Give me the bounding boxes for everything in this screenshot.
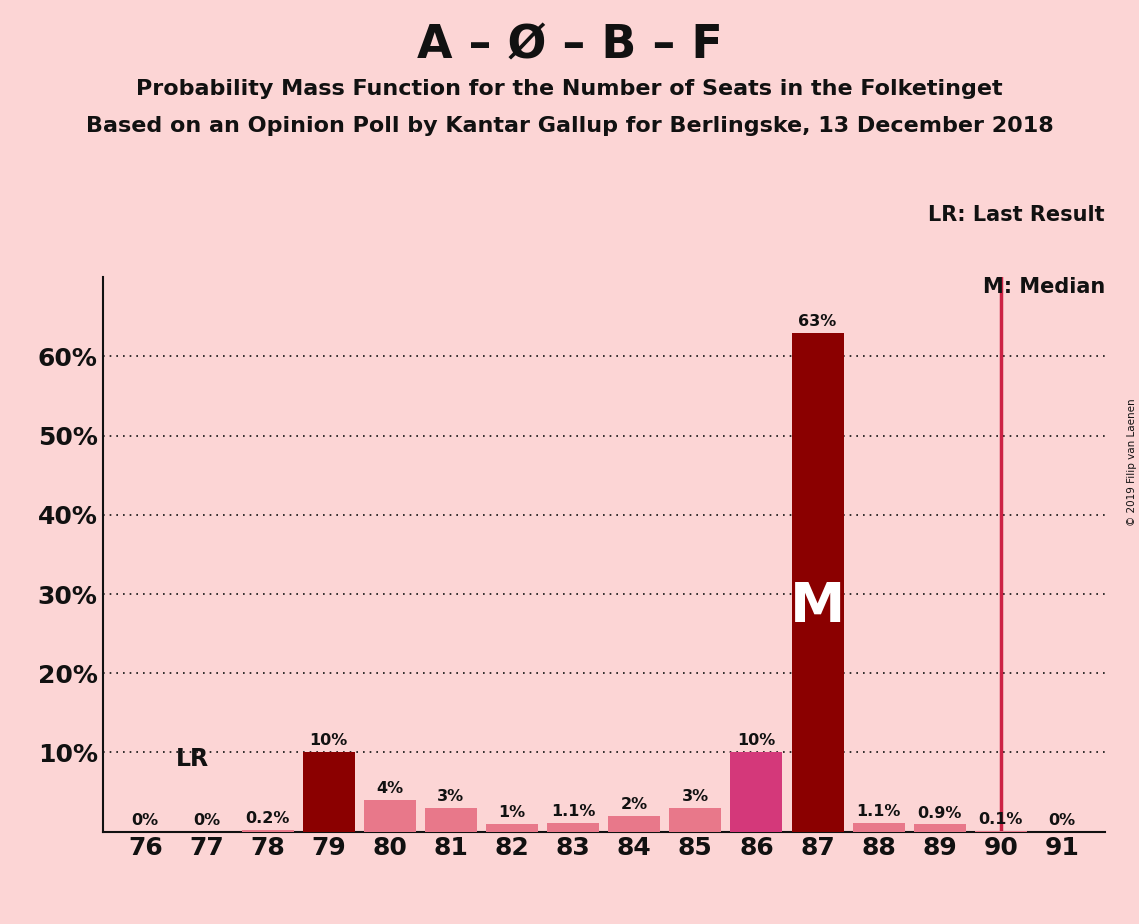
Bar bbox=[363, 800, 416, 832]
Text: 0%: 0% bbox=[1049, 812, 1075, 828]
Text: 0.9%: 0.9% bbox=[918, 806, 962, 821]
Text: 0%: 0% bbox=[192, 812, 220, 828]
Bar bbox=[853, 823, 904, 832]
Text: 3%: 3% bbox=[437, 789, 465, 804]
Text: LR: LR bbox=[175, 747, 208, 771]
Text: 0.2%: 0.2% bbox=[245, 811, 289, 826]
Text: 10%: 10% bbox=[310, 734, 347, 748]
Text: 4%: 4% bbox=[376, 781, 403, 796]
Text: 10%: 10% bbox=[737, 734, 776, 748]
Text: 2%: 2% bbox=[621, 796, 648, 812]
Text: M: Median: M: Median bbox=[983, 277, 1105, 298]
Bar bbox=[303, 752, 354, 832]
Text: Based on an Opinion Poll by Kantar Gallup for Berlingske, 13 December 2018: Based on an Opinion Poll by Kantar Gallu… bbox=[85, 116, 1054, 136]
Bar bbox=[608, 816, 661, 832]
Bar bbox=[670, 808, 721, 832]
Bar bbox=[547, 823, 599, 832]
Bar bbox=[792, 333, 844, 832]
Text: 1.1%: 1.1% bbox=[857, 804, 901, 819]
Bar bbox=[241, 830, 294, 832]
Bar bbox=[913, 824, 966, 832]
Text: © 2019 Filip van Laenen: © 2019 Filip van Laenen bbox=[1126, 398, 1137, 526]
Text: 3%: 3% bbox=[682, 789, 708, 804]
Text: 0.1%: 0.1% bbox=[978, 812, 1023, 827]
Bar bbox=[486, 823, 538, 832]
Text: Probability Mass Function for the Number of Seats in the Folketinget: Probability Mass Function for the Number… bbox=[137, 79, 1002, 99]
Bar bbox=[730, 752, 782, 832]
Bar bbox=[425, 808, 477, 832]
Text: 1%: 1% bbox=[499, 805, 525, 820]
Text: 63%: 63% bbox=[798, 313, 837, 329]
Text: LR: Last Result: LR: Last Result bbox=[928, 205, 1105, 225]
Text: 0%: 0% bbox=[132, 812, 158, 828]
Text: 1.1%: 1.1% bbox=[551, 804, 596, 819]
Text: M: M bbox=[790, 580, 845, 634]
Text: A – Ø – B – F: A – Ø – B – F bbox=[417, 23, 722, 68]
